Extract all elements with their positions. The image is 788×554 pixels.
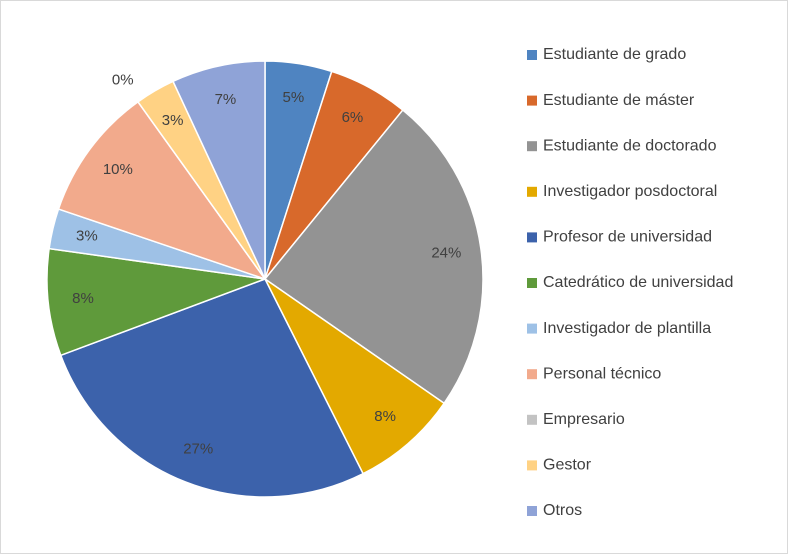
- legend-swatch: [527, 50, 537, 60]
- data-label: 7%: [215, 91, 237, 108]
- legend-label: Empresario: [543, 411, 625, 428]
- legend-swatch: [527, 95, 537, 106]
- data-label: 0%: [112, 72, 134, 89]
- legend-swatch: [527, 186, 537, 197]
- legend-label: Estudiante de grado: [543, 46, 686, 63]
- pie-slice: [264, 278, 446, 475]
- legend-swatch: [527, 460, 537, 471]
- legend-label: Catedrático de universidad: [543, 274, 733, 291]
- legend-label: Otros: [543, 502, 582, 519]
- data-label: 8%: [72, 290, 94, 307]
- legend-swatch: [527, 232, 537, 243]
- legend-swatch: [527, 369, 537, 380]
- data-label: 10%: [103, 161, 133, 178]
- pie-slice: [172, 60, 266, 280]
- legend-swatch: [527, 414, 537, 425]
- legend-label: Investigador de plantilla: [543, 320, 711, 337]
- data-label: 27%: [183, 440, 213, 457]
- pie-slice: [46, 247, 266, 357]
- legend-label: Personal técnico: [543, 365, 661, 382]
- data-label: 6%: [342, 109, 364, 126]
- pie-slice: [263, 109, 484, 405]
- data-label: 8%: [374, 408, 396, 425]
- data-label: 5%: [283, 89, 305, 106]
- legend-label: Estudiante de máster: [543, 92, 695, 109]
- legend-label: Investigador posdoctoral: [543, 183, 717, 200]
- legend-swatch: [527, 506, 537, 516]
- legend-swatch: [527, 278, 537, 288]
- legend-swatch: [527, 323, 537, 334]
- data-label: 3%: [76, 228, 98, 245]
- legend-swatch: [527, 141, 537, 152]
- pie-slice: [57, 100, 267, 281]
- legend-label: Estudiante de doctorado: [543, 137, 717, 154]
- data-label: 3%: [162, 112, 184, 129]
- data-label: 24%: [431, 244, 461, 261]
- legend-label: Gestor: [543, 457, 592, 474]
- legend-label: Profesor de universidad: [543, 229, 712, 246]
- pie-slice: [59, 278, 365, 498]
